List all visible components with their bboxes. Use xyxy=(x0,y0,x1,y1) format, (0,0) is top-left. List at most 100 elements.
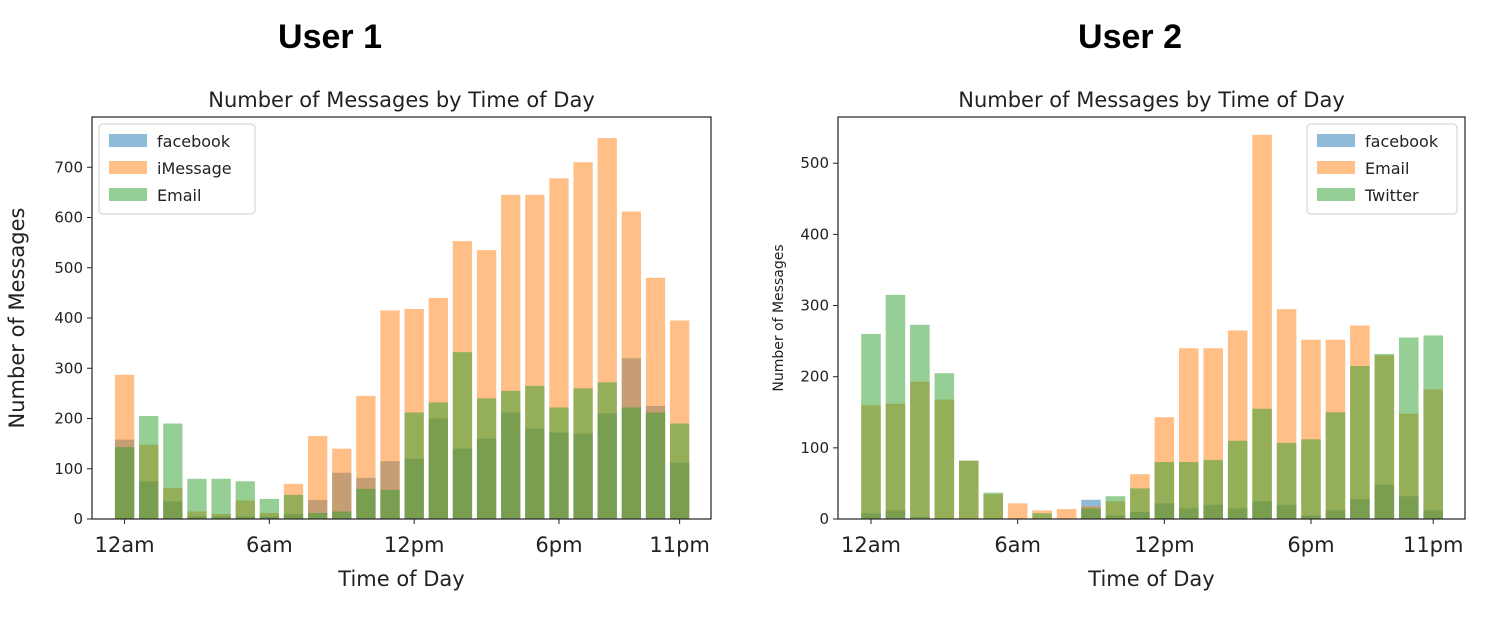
x-tick-label: 6am xyxy=(246,533,293,557)
bar xyxy=(259,498,280,519)
y-tick-label: 100 xyxy=(54,460,83,478)
bar xyxy=(861,334,881,519)
y-tick-label: 200 xyxy=(800,368,829,386)
chart-2: 0 100 200 300 400 500 12am 6am 12pm 6pm 11pm Number… xyxy=(771,88,1466,591)
bar xyxy=(187,478,207,519)
bar xyxy=(1423,335,1443,519)
bar xyxy=(549,407,569,519)
bar xyxy=(356,488,376,519)
bar xyxy=(404,412,424,519)
y-tick-label: 300 xyxy=(54,359,83,377)
bar xyxy=(332,511,352,519)
bar xyxy=(476,398,497,519)
bar xyxy=(959,460,979,519)
bar xyxy=(1056,509,1077,519)
y-axis-label: Number of Messages xyxy=(5,208,29,429)
bar xyxy=(621,407,642,519)
legend-swatch-imessage xyxy=(109,161,147,174)
y-tick-label: 400 xyxy=(800,225,829,243)
bar xyxy=(1081,508,1101,519)
y-axis-label: Number of Messages xyxy=(771,244,787,391)
bar xyxy=(597,382,617,519)
bar xyxy=(452,352,473,519)
legend-swatch-email xyxy=(1317,161,1355,174)
x-axis-label: Time of Day xyxy=(337,567,464,591)
legend-label-email: Email xyxy=(157,186,201,205)
series-email xyxy=(114,352,690,519)
bar xyxy=(1032,513,1052,519)
bar xyxy=(1399,337,1419,519)
y-tick-label: 700 xyxy=(54,158,83,176)
bar xyxy=(307,512,328,519)
bar xyxy=(163,423,183,519)
bar xyxy=(645,412,666,519)
legend-swatch-twitter xyxy=(1317,188,1355,201)
x-tick-label: 6pm xyxy=(535,533,582,557)
x-tick-label: 12am xyxy=(95,533,155,557)
bar xyxy=(501,390,521,519)
bar xyxy=(910,324,930,519)
bar xyxy=(211,478,231,519)
bar xyxy=(934,373,955,519)
bar xyxy=(1227,440,1248,519)
bar xyxy=(1007,503,1028,519)
y-tick-label: 200 xyxy=(54,410,83,428)
legend-label-imessage: iMessage xyxy=(157,159,232,178)
y-tick-label: 0 xyxy=(819,510,829,528)
y-tick-label: 600 xyxy=(54,209,83,227)
legend-label-facebook: facebook xyxy=(1365,132,1439,151)
panel-heading-user-1: User 1 xyxy=(278,18,382,56)
bar xyxy=(332,448,352,519)
x-tick-label: 6pm xyxy=(1287,533,1334,557)
legend-label-twitter: Twitter xyxy=(1364,186,1419,205)
legend: facebook Email Twitter xyxy=(1306,123,1458,215)
legend-swatch-facebook xyxy=(109,134,147,147)
x-tick-label: 6am xyxy=(994,533,1041,557)
bar xyxy=(1374,353,1395,519)
bar xyxy=(1203,459,1223,519)
bar xyxy=(1154,462,1175,519)
bar xyxy=(1350,366,1370,519)
bar xyxy=(380,310,400,519)
y-tick-label: 100 xyxy=(800,439,829,457)
y-tick-label: 500 xyxy=(800,154,829,172)
legend-label-facebook: facebook xyxy=(157,132,231,151)
bar xyxy=(525,385,545,519)
bar xyxy=(1276,442,1297,519)
legend-label-email: Email xyxy=(1365,159,1409,178)
bar xyxy=(380,489,400,519)
chart-title: Number of Messages by Time of Day xyxy=(958,88,1345,112)
bar xyxy=(356,395,376,519)
x-tick-label: 12pm xyxy=(384,533,445,557)
bar xyxy=(983,492,1003,519)
legend-swatch-email xyxy=(109,188,147,201)
legend-swatch-facebook xyxy=(1317,134,1355,147)
bar xyxy=(307,436,328,519)
y-tick-label: 400 xyxy=(54,309,83,327)
panel-heading-user-2: User 2 xyxy=(1078,18,1182,56)
bar xyxy=(1130,488,1150,519)
bar xyxy=(139,415,159,519)
bar xyxy=(885,294,906,519)
legend: facebook iMessage Email xyxy=(98,123,256,215)
x-tick-label: 11pm xyxy=(1403,533,1464,557)
bar xyxy=(1105,496,1126,519)
bar xyxy=(573,388,593,519)
x-tick-label: 12pm xyxy=(1134,533,1195,557)
bar xyxy=(1252,408,1272,519)
plot-frame xyxy=(837,116,1466,520)
x-axis-label: Time of Day xyxy=(1087,567,1214,591)
bar xyxy=(1179,462,1199,519)
chart-title: Number of Messages by Time of Day xyxy=(208,88,595,112)
bar xyxy=(428,402,448,519)
chart-1: 0 100 200 300 400 500 600 700 12am 6am 12pm 6pm 11pm… xyxy=(5,88,712,591)
series-twitter xyxy=(861,294,1443,519)
bar xyxy=(669,423,690,519)
x-tick-label: 12am xyxy=(841,533,901,557)
y-tick-label: 300 xyxy=(800,297,829,315)
bar xyxy=(235,481,255,519)
bar xyxy=(114,447,135,519)
bar xyxy=(1325,412,1346,519)
x-tick-label: 11pm xyxy=(649,533,710,557)
